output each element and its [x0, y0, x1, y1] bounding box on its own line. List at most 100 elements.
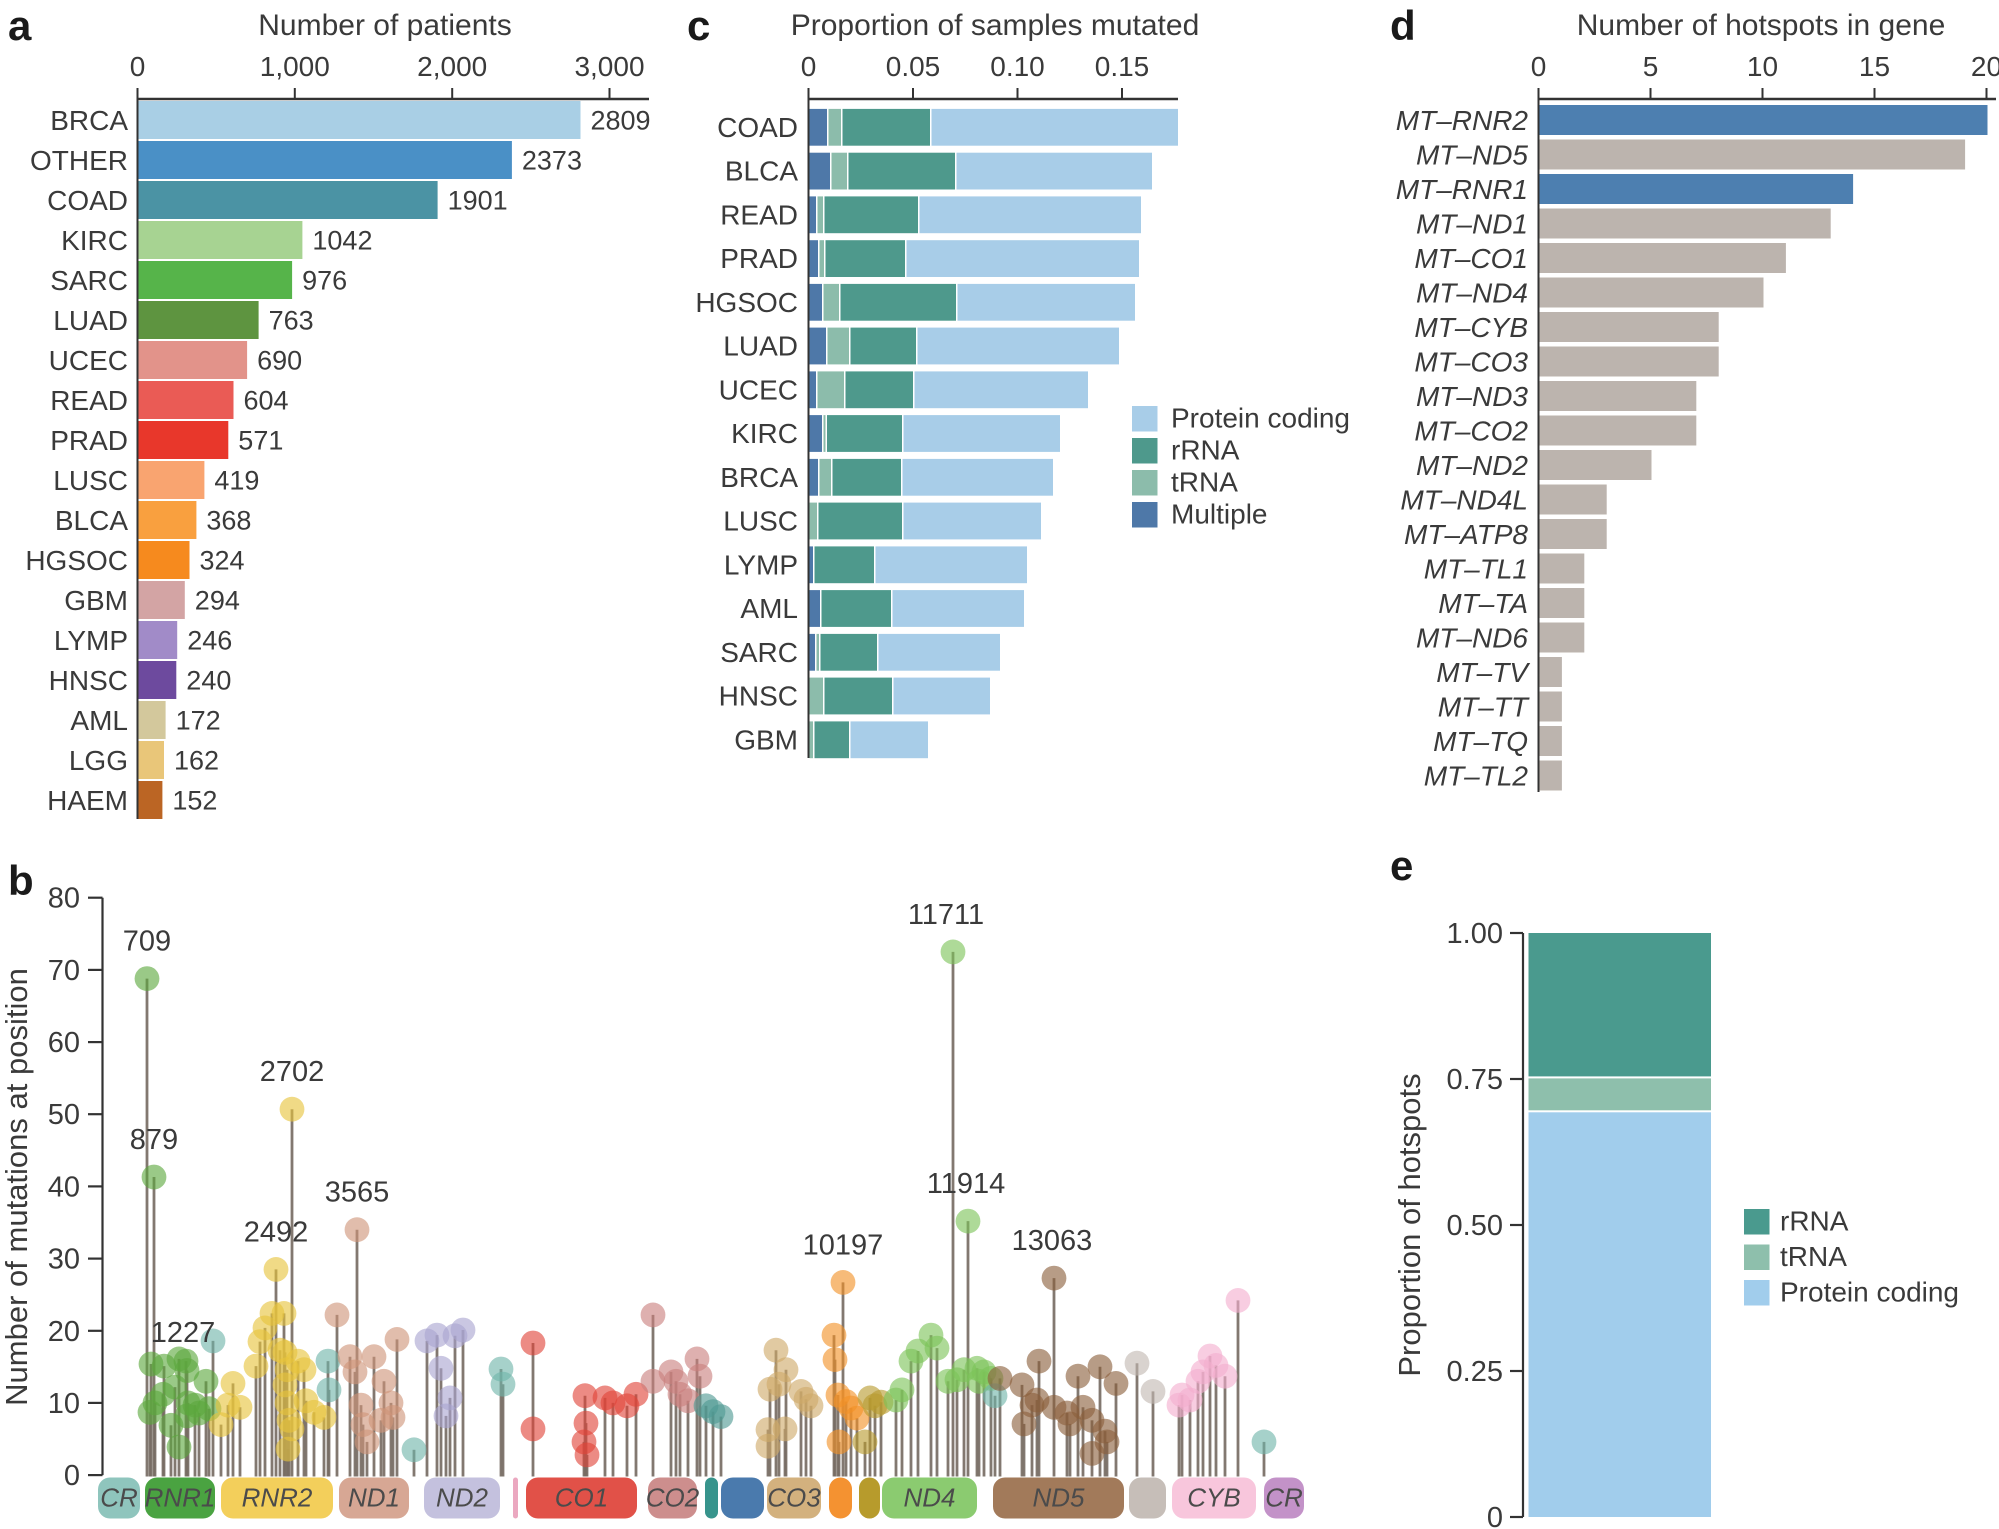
svg-text:MT–ND5: MT–ND5 — [1416, 140, 1528, 171]
svg-text:MT–ND4L: MT–ND4L — [1400, 485, 1528, 516]
svg-text:BLCA: BLCA — [55, 505, 128, 536]
svg-text:10: 10 — [48, 1388, 80, 1420]
svg-text:a: a — [8, 2, 32, 49]
svg-text:60: 60 — [48, 1027, 80, 1059]
svg-text:MT–CO2: MT–CO2 — [1414, 416, 1528, 447]
svg-text:2492: 2492 — [244, 1216, 309, 1248]
svg-text:Protein coding: Protein coding — [1780, 1277, 1959, 1308]
svg-text:LUAD: LUAD — [723, 331, 798, 362]
svg-text:rRNA: rRNA — [1171, 435, 1240, 466]
svg-text:HNSC: HNSC — [49, 665, 128, 696]
svg-text:1042: 1042 — [312, 226, 372, 256]
svg-text:240: 240 — [186, 666, 231, 696]
svg-text:2373: 2373 — [522, 146, 582, 176]
svg-text:40: 40 — [48, 1171, 80, 1203]
svg-text:2,000: 2,000 — [417, 51, 487, 82]
svg-text:0: 0 — [1487, 1502, 1503, 1529]
svg-text:CYB: CYB — [1187, 1483, 1240, 1513]
svg-text:MT–TQ: MT–TQ — [1433, 726, 1528, 757]
svg-text:LYMP: LYMP — [54, 625, 128, 656]
svg-text:Proportion of samples mutated: Proportion of samples mutated — [791, 9, 1200, 42]
svg-text:604: 604 — [244, 386, 289, 416]
svg-text:OTHER: OTHER — [30, 145, 128, 176]
svg-text:294: 294 — [195, 586, 240, 616]
svg-text:324: 324 — [200, 546, 245, 576]
svg-text:AML: AML — [740, 593, 798, 624]
svg-text:ND1: ND1 — [348, 1483, 400, 1513]
svg-text:COAD: COAD — [717, 112, 798, 143]
svg-text:UCEC: UCEC — [719, 374, 798, 405]
svg-text:UCEC: UCEC — [49, 345, 128, 376]
svg-text:PRAD: PRAD — [720, 243, 798, 274]
svg-text:HAEM: HAEM — [47, 785, 128, 816]
svg-text:MT–RNR2: MT–RNR2 — [1396, 105, 1529, 136]
svg-text:3565: 3565 — [325, 1177, 390, 1209]
svg-text:1.00: 1.00 — [1447, 918, 1503, 950]
svg-text:ND5: ND5 — [1032, 1483, 1085, 1513]
svg-text:368: 368 — [206, 506, 251, 536]
svg-text:MT–RNR1: MT–RNR1 — [1396, 174, 1528, 205]
svg-text:c: c — [687, 2, 710, 49]
svg-text:2702: 2702 — [260, 1056, 325, 1088]
svg-text:MT–ND6: MT–ND6 — [1416, 623, 1528, 654]
svg-text:COAD: COAD — [47, 185, 128, 216]
svg-text:11914: 11914 — [927, 1168, 1006, 1200]
svg-text:1,000: 1,000 — [260, 51, 330, 82]
svg-text:MT–ND3: MT–ND3 — [1416, 381, 1528, 412]
svg-text:162: 162 — [174, 746, 219, 776]
svg-text:5: 5 — [1643, 51, 1659, 82]
svg-text:HGSOC: HGSOC — [25, 545, 128, 576]
svg-text:ND4: ND4 — [903, 1483, 955, 1513]
svg-text:HGSOC: HGSOC — [695, 287, 798, 318]
svg-text:0.05: 0.05 — [886, 51, 941, 82]
svg-text:10197: 10197 — [803, 1229, 884, 1261]
svg-text:50: 50 — [48, 1099, 80, 1131]
svg-text:690: 690 — [257, 346, 302, 376]
svg-text:READ: READ — [720, 199, 798, 230]
svg-text:tRNA: tRNA — [1171, 467, 1238, 498]
svg-text:Protein coding: Protein coding — [1171, 403, 1350, 434]
svg-text:3,000: 3,000 — [574, 51, 644, 82]
svg-text:Number of patients: Number of patients — [258, 9, 511, 42]
svg-text:MT–ND2: MT–ND2 — [1416, 450, 1528, 481]
svg-text:152: 152 — [172, 786, 217, 816]
svg-text:976: 976 — [302, 266, 347, 296]
svg-text:571: 571 — [238, 426, 283, 456]
svg-text:GBM: GBM — [734, 724, 798, 755]
svg-text:15: 15 — [1859, 51, 1890, 82]
svg-text:MT–CO1: MT–CO1 — [1414, 243, 1528, 274]
svg-text:0: 0 — [801, 51, 817, 82]
svg-text:30: 30 — [48, 1244, 80, 1276]
svg-text:13063: 13063 — [1012, 1225, 1093, 1257]
svg-text:AML: AML — [70, 705, 128, 736]
svg-text:LUAD: LUAD — [53, 305, 128, 336]
svg-text:MT–TT: MT–TT — [1438, 692, 1530, 723]
svg-text:LUSC: LUSC — [723, 506, 798, 537]
svg-text:879: 879 — [130, 1124, 178, 1156]
svg-text:0.50: 0.50 — [1447, 1210, 1503, 1242]
svg-text:READ: READ — [50, 385, 128, 416]
svg-text:tRNA: tRNA — [1780, 1241, 1847, 1272]
svg-text:10: 10 — [1747, 51, 1778, 82]
svg-text:HNSC: HNSC — [719, 681, 798, 712]
svg-text:CO1: CO1 — [555, 1483, 608, 1513]
svg-text:rRNA: rRNA — [1780, 1206, 1849, 1237]
svg-text:Number of hotspots in gene: Number of hotspots in gene — [1577, 9, 1946, 42]
svg-text:Number of mutations at positio: Number of mutations at position — [0, 968, 34, 1406]
svg-text:MT–CO3: MT–CO3 — [1414, 347, 1528, 378]
svg-text:20: 20 — [1971, 51, 1999, 82]
svg-text:80: 80 — [48, 883, 80, 915]
svg-text:RNR1: RNR1 — [145, 1483, 216, 1513]
svg-text:LGG: LGG — [69, 745, 128, 776]
svg-text:MT–CYB: MT–CYB — [1414, 312, 1528, 343]
svg-text:CO3: CO3 — [767, 1483, 821, 1513]
svg-text:SARC: SARC — [720, 637, 798, 668]
svg-text:709: 709 — [123, 926, 171, 958]
svg-text:2809: 2809 — [591, 106, 651, 136]
svg-text:763: 763 — [269, 306, 314, 336]
svg-text:KIRC: KIRC — [731, 418, 798, 449]
svg-text:LUSC: LUSC — [53, 465, 128, 496]
svg-text:1901: 1901 — [448, 186, 508, 216]
svg-text:SARC: SARC — [50, 265, 128, 296]
svg-text:MT–TL2: MT–TL2 — [1424, 761, 1529, 792]
